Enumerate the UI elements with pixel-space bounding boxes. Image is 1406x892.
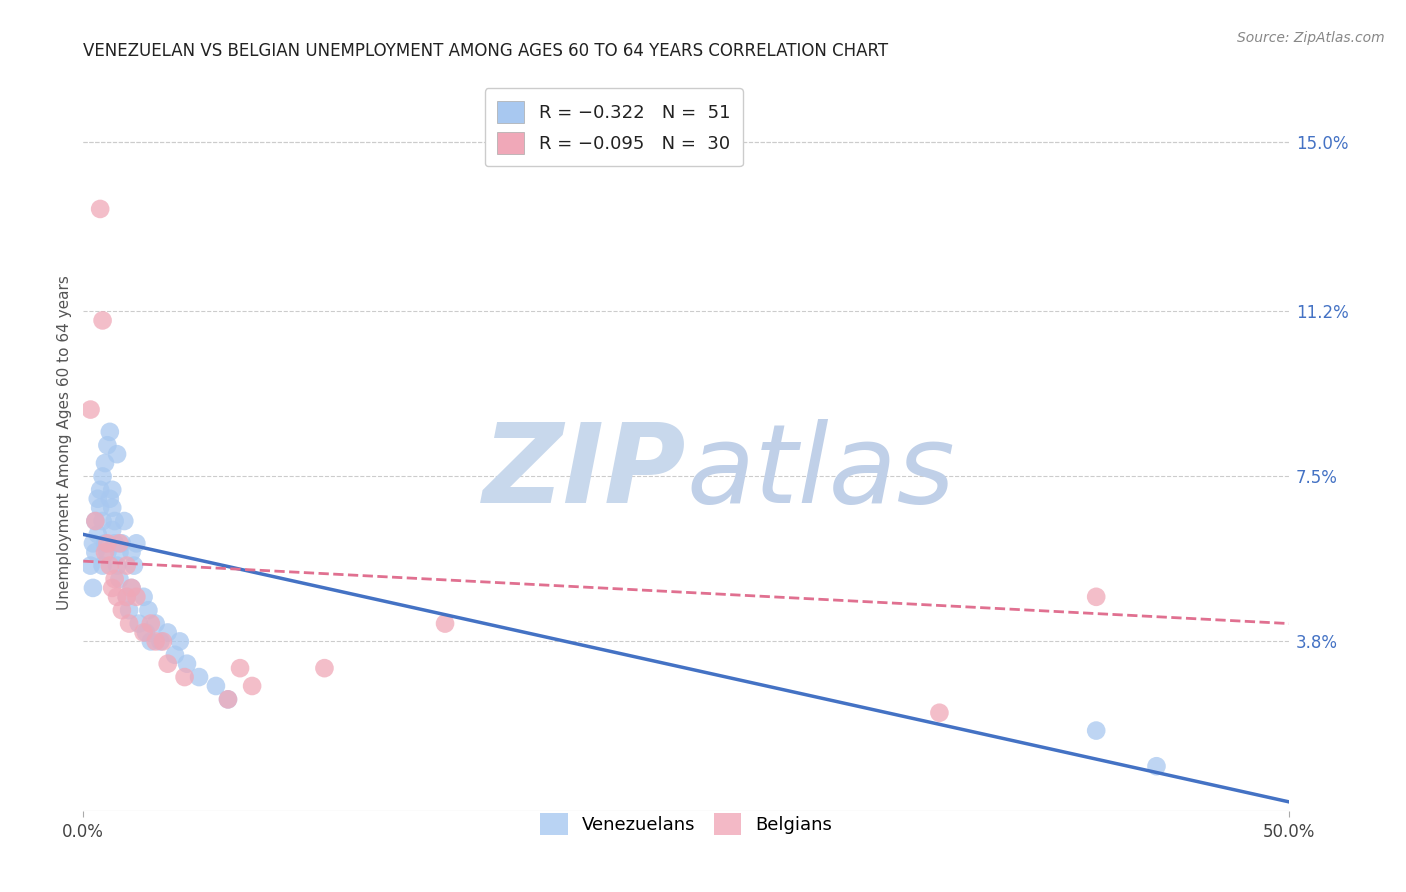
Point (79, 402, 101, 417)
Legend: Venezuelans, Belgians: Venezuelans, Belgians (533, 805, 839, 842)
Point (121, 581, 143, 595)
Point (1146, 759, 1168, 773)
Point (105, 558, 128, 573)
Point (205, 679, 228, 693)
Point (139, 616, 162, 631)
Point (152, 634, 174, 648)
Point (104, 536, 127, 550)
Point (98, 558, 121, 573)
Text: atlas: atlas (686, 419, 955, 526)
Point (87, 527, 110, 541)
Point (125, 536, 148, 550)
Point (91, 469, 114, 483)
Point (108, 545, 131, 559)
Point (87, 491, 110, 506)
Point (105, 447, 128, 461)
Point (111, 603, 134, 617)
Point (98, 491, 121, 506)
Point (104, 572, 127, 586)
Y-axis label: Unemployment Among Ages 60 to 64 years: Unemployment Among Ages 60 to 64 years (58, 276, 72, 610)
Point (135, 625, 157, 640)
Point (84, 514, 107, 528)
Point (105, 590, 128, 604)
Point (139, 634, 162, 648)
Point (89, 500, 111, 515)
Point (115, 590, 138, 604)
Point (176, 657, 198, 671)
Point (84, 545, 107, 559)
Point (163, 648, 186, 662)
Text: VENEZUELAN VS BELGIAN UNEMPLOYMENT AMONG AGES 60 TO 64 YEARS CORRELATION CHART: VENEZUELAN VS BELGIAN UNEMPLOYMENT AMONG… (83, 42, 889, 60)
Point (132, 590, 155, 604)
Point (118, 616, 141, 631)
Point (125, 590, 148, 604)
Point (104, 514, 127, 528)
Point (89, 483, 111, 497)
Point (91, 558, 114, 573)
Point (121, 581, 143, 595)
Point (145, 616, 167, 631)
Point (89, 202, 111, 216)
Point (94, 536, 117, 550)
Point (1085, 590, 1108, 604)
Point (173, 670, 195, 684)
Point (122, 558, 145, 573)
Point (118, 603, 141, 617)
Text: Source: ZipAtlas.com: Source: ZipAtlas.com (1237, 31, 1385, 45)
Point (132, 625, 155, 640)
Point (101, 483, 124, 497)
Point (115, 590, 138, 604)
Point (156, 657, 179, 671)
Point (1085, 723, 1108, 738)
Point (82, 581, 104, 595)
Point (149, 634, 172, 648)
Point (91, 514, 114, 528)
Point (112, 514, 135, 528)
Point (101, 523, 124, 537)
Point (434, 616, 457, 631)
Point (111, 536, 134, 550)
Point (169, 634, 191, 648)
Point (217, 692, 239, 706)
Point (94, 545, 117, 559)
Point (101, 581, 124, 595)
Point (138, 603, 160, 617)
Point (314, 661, 336, 675)
Point (145, 634, 167, 648)
Point (101, 500, 124, 515)
Point (121, 545, 143, 559)
Point (96, 545, 118, 559)
Point (96, 536, 118, 550)
Point (94, 456, 117, 470)
Point (108, 572, 131, 586)
Point (156, 625, 179, 640)
Point (91, 313, 114, 327)
Point (79, 558, 101, 573)
Point (115, 558, 138, 573)
Point (188, 670, 211, 684)
Point (128, 616, 150, 631)
Point (240, 679, 263, 693)
Point (82, 536, 104, 550)
Text: ZIP: ZIP (482, 419, 686, 526)
Point (98, 425, 121, 439)
Point (96, 438, 118, 452)
Point (84, 514, 107, 528)
Point (217, 692, 239, 706)
Point (229, 661, 252, 675)
Point (928, 706, 950, 720)
Point (108, 536, 131, 550)
